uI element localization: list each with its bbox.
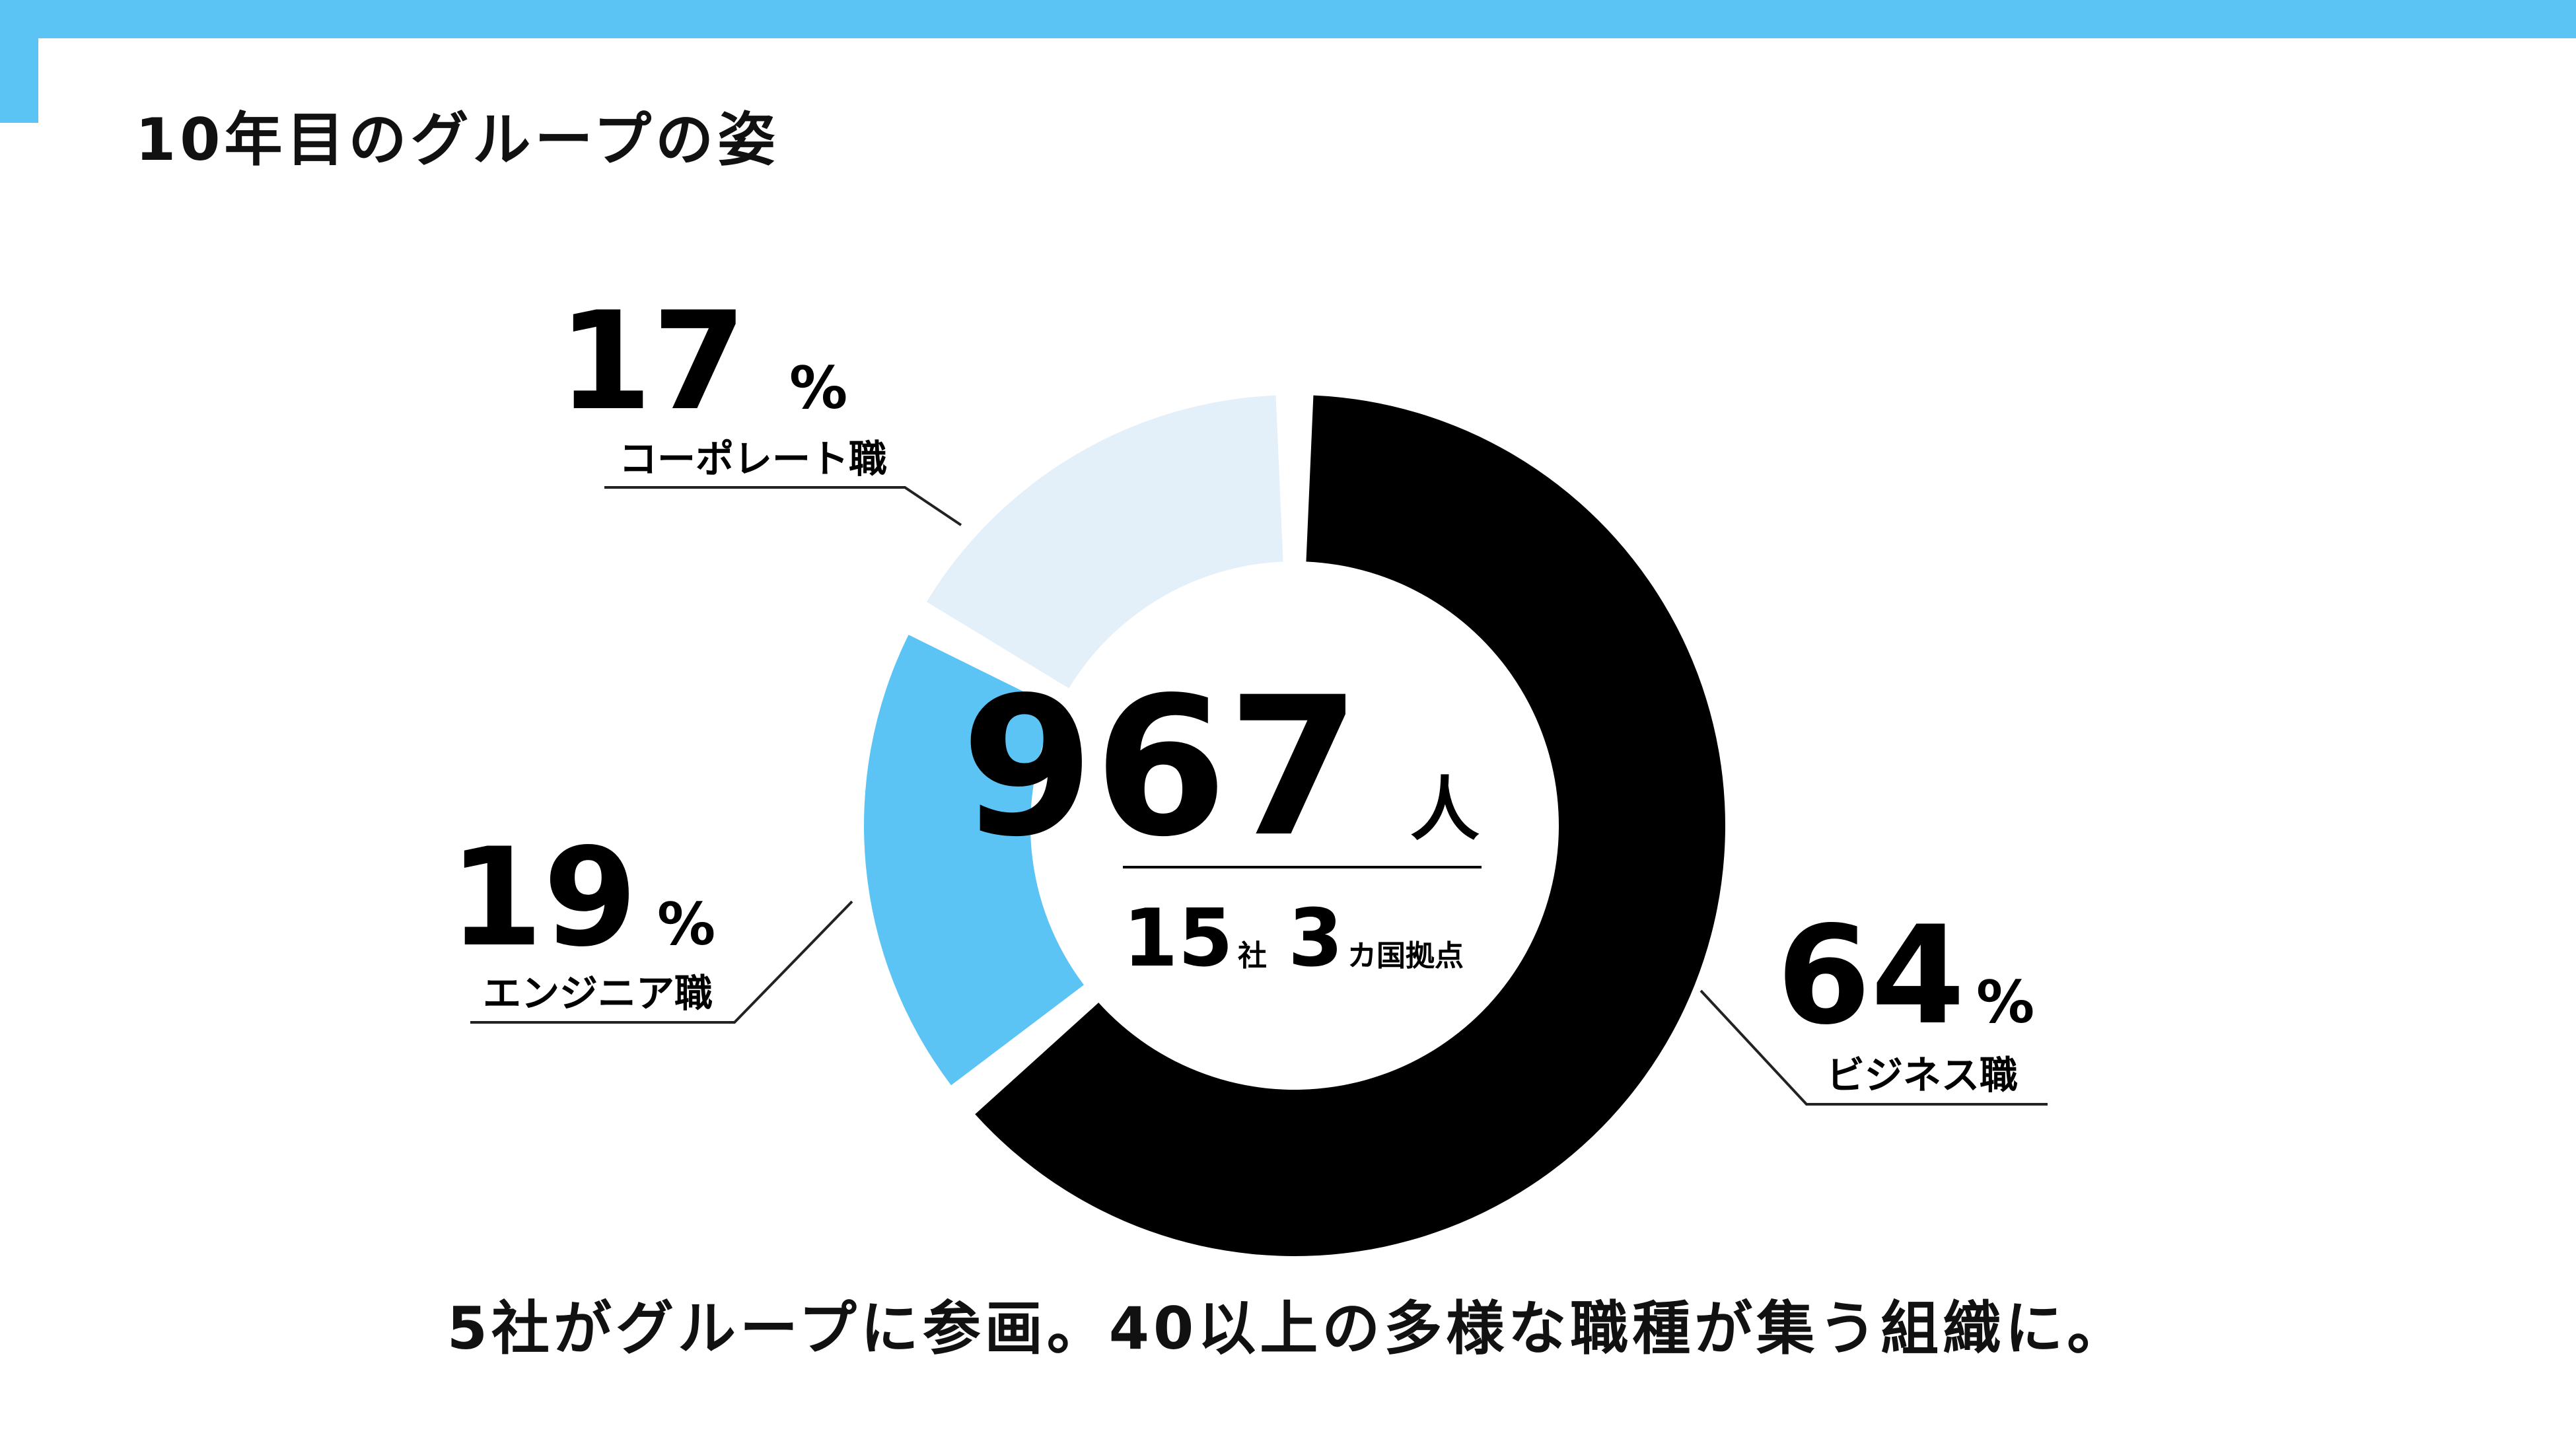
center-total: 967 bbox=[961, 656, 1361, 879]
center-total-unit: 人 bbox=[1410, 769, 1480, 850]
footer-caption: 5社がグループに参画。40以上の多様な職種が集う組織に。 bbox=[447, 1294, 2129, 1362]
leader-line-engineer bbox=[470, 900, 853, 1024]
page-title: 10年目のグループの姿 bbox=[135, 106, 780, 174]
center-countries: 3 bbox=[1288, 893, 1343, 985]
slice-label-corporate: コーポレート職 bbox=[619, 437, 887, 481]
center-countries-unit: カ国拠点 bbox=[1347, 939, 1464, 973]
top-accent-tab bbox=[0, 0, 38, 123]
slice-percent-business: 64 bbox=[1777, 898, 1965, 1055]
slice-engineer bbox=[863, 635, 1084, 1086]
slice-percent-sign-engineer: % bbox=[657, 890, 715, 958]
slice-percent-engineer: 19 bbox=[449, 820, 637, 977]
slice-corporate bbox=[926, 395, 1283, 689]
center-companies: 15 bbox=[1123, 893, 1233, 985]
center-companies-unit: 社 bbox=[1238, 939, 1267, 973]
slice-percent-sign-corporate: % bbox=[789, 354, 847, 422]
leader-line-business bbox=[1699, 989, 2048, 1106]
slice-business bbox=[975, 395, 1725, 1256]
slice-percent-sign-business: % bbox=[1976, 968, 2034, 1036]
top-accent-bar bbox=[0, 0, 2576, 38]
slice-label-engineer: エンジニア職 bbox=[483, 971, 713, 1016]
slice-percent-corporate: 17 bbox=[558, 283, 746, 441]
slice-label-business: ビジネス職 bbox=[1826, 1053, 2018, 1098]
leader-line-corporate bbox=[604, 486, 962, 526]
